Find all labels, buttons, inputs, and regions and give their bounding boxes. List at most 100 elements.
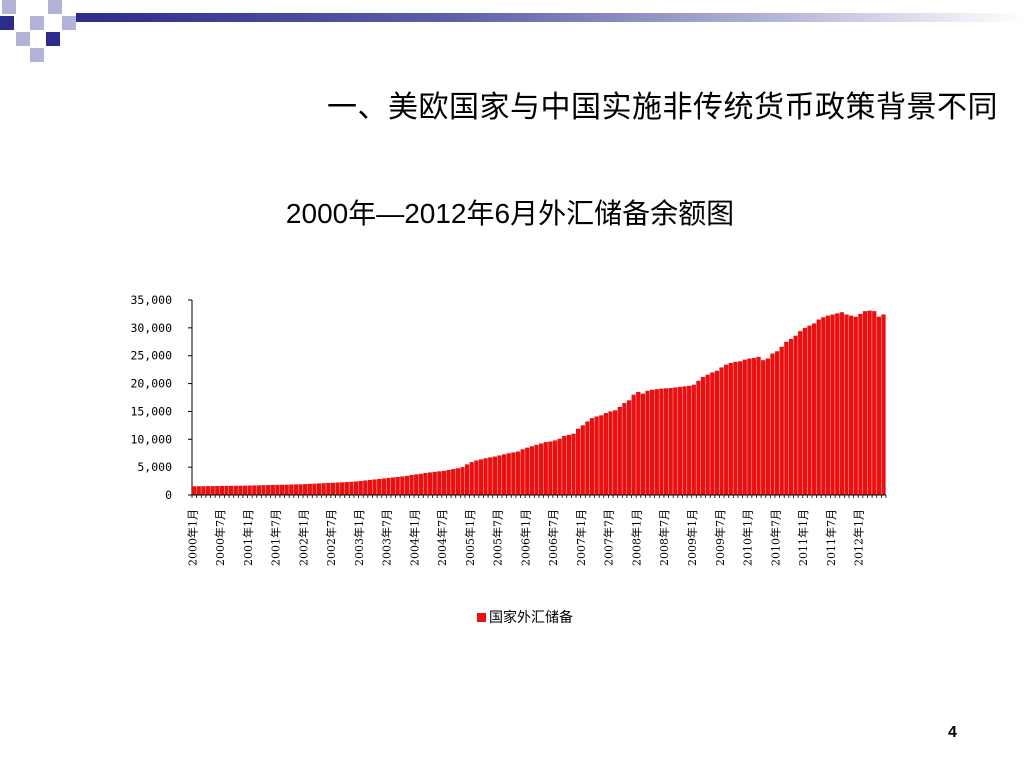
bar bbox=[761, 360, 766, 495]
bar bbox=[802, 327, 807, 495]
bar bbox=[848, 315, 854, 495]
y-tick-label: 0 bbox=[165, 488, 172, 502]
bar bbox=[344, 482, 349, 495]
bar bbox=[867, 310, 872, 495]
slide-heading: 一、美欧国家与中国实施非传统货币政策背景不同 bbox=[327, 90, 998, 125]
bar bbox=[492, 456, 497, 495]
bar bbox=[751, 357, 757, 495]
bar bbox=[779, 346, 784, 495]
bar bbox=[835, 313, 840, 495]
bar bbox=[478, 459, 484, 495]
bar bbox=[589, 418, 595, 495]
bar bbox=[247, 485, 252, 495]
bar bbox=[650, 389, 655, 495]
bar bbox=[238, 485, 243, 495]
bar bbox=[409, 474, 414, 495]
bar bbox=[742, 359, 747, 495]
bar bbox=[289, 484, 294, 495]
bar bbox=[488, 457, 493, 495]
bar bbox=[603, 413, 609, 495]
bar bbox=[825, 315, 831, 495]
bar bbox=[844, 314, 849, 495]
bar bbox=[446, 469, 451, 495]
bar bbox=[585, 421, 590, 495]
x-tick-label: 2004年7月 bbox=[435, 509, 449, 566]
bar bbox=[529, 446, 535, 495]
bar bbox=[469, 462, 474, 495]
bar bbox=[335, 482, 340, 495]
bar bbox=[497, 455, 502, 495]
bar bbox=[501, 454, 507, 495]
bar bbox=[418, 473, 423, 495]
bar bbox=[192, 486, 197, 495]
bar bbox=[252, 485, 257, 495]
x-tick-label: 2007年1月 bbox=[574, 509, 588, 566]
bar bbox=[293, 484, 299, 495]
deco-square bbox=[18, 0, 32, 14]
bar bbox=[687, 385, 692, 495]
bar bbox=[853, 316, 858, 495]
bar bbox=[765, 358, 770, 495]
bar bbox=[515, 451, 521, 495]
bar bbox=[205, 486, 211, 495]
bar bbox=[483, 458, 488, 495]
x-tick-label: 2003年1月 bbox=[352, 509, 366, 566]
bar bbox=[404, 475, 410, 495]
bar bbox=[353, 481, 359, 495]
bar bbox=[210, 486, 215, 495]
deco-square bbox=[0, 16, 14, 30]
y-tick-label: 10,000 bbox=[130, 432, 172, 446]
bar bbox=[617, 406, 622, 495]
bar bbox=[390, 477, 396, 495]
bar bbox=[728, 362, 733, 495]
reserves-bar-chart: 0 5,000 10,000 15,000 20,000 25,000 30,000 35,0… bbox=[130, 293, 887, 626]
bar bbox=[594, 416, 599, 495]
bar bbox=[571, 433, 576, 495]
bar bbox=[219, 485, 225, 495]
bar bbox=[622, 403, 627, 495]
bar bbox=[427, 472, 433, 495]
bar bbox=[340, 482, 345, 495]
bar bbox=[511, 452, 516, 495]
bar bbox=[714, 370, 720, 495]
bar bbox=[464, 464, 470, 495]
legend-label: 国家外汇储备 bbox=[489, 609, 573, 626]
bar bbox=[557, 438, 562, 495]
bar bbox=[821, 317, 826, 495]
bar bbox=[677, 386, 683, 495]
bar bbox=[876, 316, 882, 495]
bar bbox=[552, 440, 558, 495]
bar bbox=[423, 472, 428, 495]
bar bbox=[455, 468, 460, 495]
bar bbox=[266, 485, 271, 495]
bar bbox=[303, 484, 308, 495]
bar bbox=[659, 388, 664, 495]
deco-square bbox=[2, 0, 16, 14]
bar bbox=[543, 442, 548, 495]
x-tick-label: 2012年1月 bbox=[852, 509, 866, 566]
bar bbox=[451, 469, 456, 495]
bar bbox=[640, 393, 646, 495]
bar bbox=[215, 486, 220, 495]
bar bbox=[432, 471, 437, 495]
x-tick-label: 2004年1月 bbox=[407, 509, 421, 566]
y-tick-label: 15,000 bbox=[130, 404, 172, 418]
bar bbox=[395, 476, 400, 495]
x-tick-label: 2009年7月 bbox=[713, 509, 727, 566]
y-tick-label: 30,000 bbox=[130, 321, 172, 335]
bar bbox=[201, 486, 206, 495]
x-tick-label: 2010年1月 bbox=[741, 509, 755, 566]
bar bbox=[506, 453, 511, 495]
bar bbox=[233, 485, 238, 495]
x-tick-label: 2000年1月 bbox=[185, 509, 199, 566]
deco-square bbox=[30, 48, 44, 62]
x-tick-label: 2010年7月 bbox=[768, 509, 782, 566]
bar bbox=[474, 460, 479, 495]
bar bbox=[298, 484, 303, 495]
bar bbox=[807, 325, 812, 495]
bar bbox=[437, 471, 442, 495]
bar bbox=[349, 481, 354, 495]
bar bbox=[562, 435, 567, 495]
deco-square bbox=[48, 0, 62, 14]
bar bbox=[663, 388, 669, 495]
